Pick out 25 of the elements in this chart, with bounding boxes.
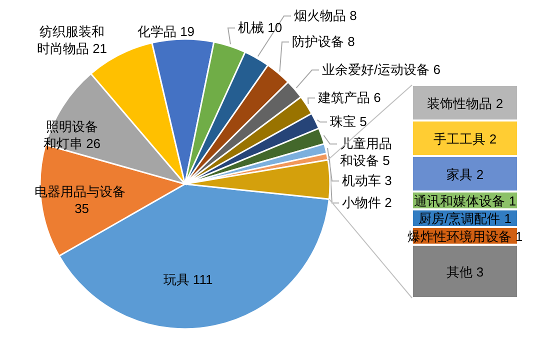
slice-label: 防护设备 8	[292, 34, 355, 49]
series-label: 厨房/烹调配件	[418, 211, 500, 226]
data-label: 2	[476, 166, 484, 182]
data-label: 3	[476, 264, 484, 280]
data-label: 35	[70, 201, 90, 216]
slice-label: 业余爱好/运动设备 6	[322, 62, 440, 77]
slice-label: 珠宝 5	[330, 114, 367, 129]
slice-label: 建筑产品 6	[317, 90, 381, 105]
data-label: 1	[508, 193, 516, 208]
slice-label: 化学品 19	[137, 24, 195, 39]
data-label: 1	[504, 211, 512, 226]
series-label: 通讯和媒体设备	[414, 193, 505, 208]
data-label: 2	[489, 131, 497, 146]
data-label: 2	[496, 96, 504, 111]
slice-label: 机械 10	[238, 20, 282, 35]
slice-label: 小物件 2	[342, 195, 392, 210]
series-label: 手工工具	[433, 131, 486, 146]
slice-label: 纺织服装和时尚物品 21	[36, 24, 108, 56]
slice-label: 烟火物品 8	[294, 8, 357, 23]
slice-label: 玩具 111	[163, 272, 213, 287]
slice-label: 机动车 3	[342, 173, 392, 188]
series-label: 装饰性物品	[426, 96, 492, 111]
slice-label: 照明设备和灯串 26	[43, 119, 101, 151]
series-label: 家具	[446, 166, 472, 182]
series-label: 其他	[446, 264, 472, 280]
